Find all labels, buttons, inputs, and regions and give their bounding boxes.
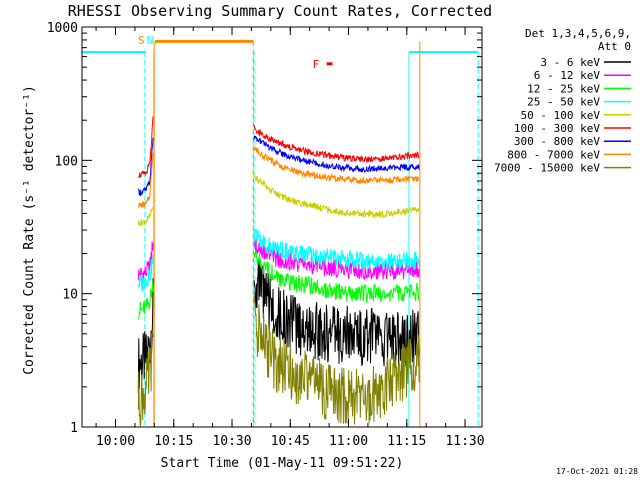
series-100-to-300kev xyxy=(137,116,420,179)
series-line xyxy=(253,146,420,185)
axis-layer: 10:00 10:15 10:30 10:45 11:00 11:15 11:30 1 10 10… xyxy=(47,21,485,449)
series-line xyxy=(253,124,420,164)
y-tick-label: 10 xyxy=(62,288,78,303)
series-line xyxy=(137,254,154,292)
legend-label: 300 - 800 keV xyxy=(514,135,600,148)
series-line xyxy=(137,330,154,427)
series-line xyxy=(137,280,154,320)
legend-label: 50 - 100 keV xyxy=(521,109,601,122)
series-layer xyxy=(137,116,420,427)
x-tick-label: 10:15 xyxy=(154,434,193,449)
series-line xyxy=(137,116,154,179)
series-line xyxy=(253,229,420,272)
series-25-to-50kev xyxy=(137,229,420,292)
x-tick-label: 11:15 xyxy=(387,434,426,449)
flag-letter-f: F xyxy=(313,58,320,71)
x-tick-label: 10:30 xyxy=(212,434,251,449)
legend-label: 6 - 12 keV xyxy=(534,69,601,82)
series-line xyxy=(253,238,420,281)
x-tick-label: 11:30 xyxy=(445,434,484,449)
x-axis-label: Start Time (01-May-11 09:51:22) xyxy=(161,456,404,471)
series-3-to-6kev xyxy=(137,258,420,393)
series-line xyxy=(253,173,420,219)
series-line xyxy=(253,135,420,174)
flags-layer xyxy=(82,39,479,427)
y-tick-label: 1 xyxy=(70,421,78,436)
legend-label: 800 - 7000 keV xyxy=(507,148,600,161)
legend-label: 7000 - 15000 keV xyxy=(494,162,600,175)
series-800-to-7000kev xyxy=(138,146,420,209)
series-line xyxy=(137,137,154,197)
flag-letter-s: S xyxy=(138,34,145,47)
legend-label: 25 - 50 keV xyxy=(527,96,600,109)
y-tick-label: 100 xyxy=(55,154,78,169)
series-line xyxy=(253,295,420,425)
series-line xyxy=(137,206,154,227)
series-50-to-100kev xyxy=(137,173,420,227)
generated-timestamp: 17-Oct-2021 01:28 xyxy=(556,467,638,476)
annotation-layer: S N F xyxy=(138,34,319,71)
plot-frame xyxy=(81,26,483,428)
x-tick-label: 10:00 xyxy=(96,434,135,449)
flag-letter-n: N xyxy=(147,34,154,47)
x-tick-label: 10:45 xyxy=(271,434,310,449)
legend-label: 12 - 25 keV xyxy=(527,82,600,95)
y-axis-label: Corrected Count Rate (s⁻¹ detector⁻¹) xyxy=(22,85,37,375)
x-tick-label: 11:00 xyxy=(329,434,368,449)
series-line xyxy=(253,249,420,303)
legend-header-line-1: Det 1,3,4,5,6,9, xyxy=(525,27,631,40)
series-line xyxy=(253,258,420,368)
series-line xyxy=(137,278,154,393)
chart-title: RHESSI Observing Summary Count Rates, Co… xyxy=(68,2,492,20)
series-300-to-800kev xyxy=(137,135,420,197)
y-tick-label: 1000 xyxy=(47,21,78,36)
legend-label: 3 - 6 keV xyxy=(540,56,600,69)
legend-header-line-2: Att 0 xyxy=(598,40,631,53)
legend-label: 100 - 300 keV xyxy=(514,122,600,135)
series-12-to-25kev xyxy=(137,249,420,320)
series-7000-to-15000kev xyxy=(137,295,420,427)
series-line xyxy=(138,152,154,209)
